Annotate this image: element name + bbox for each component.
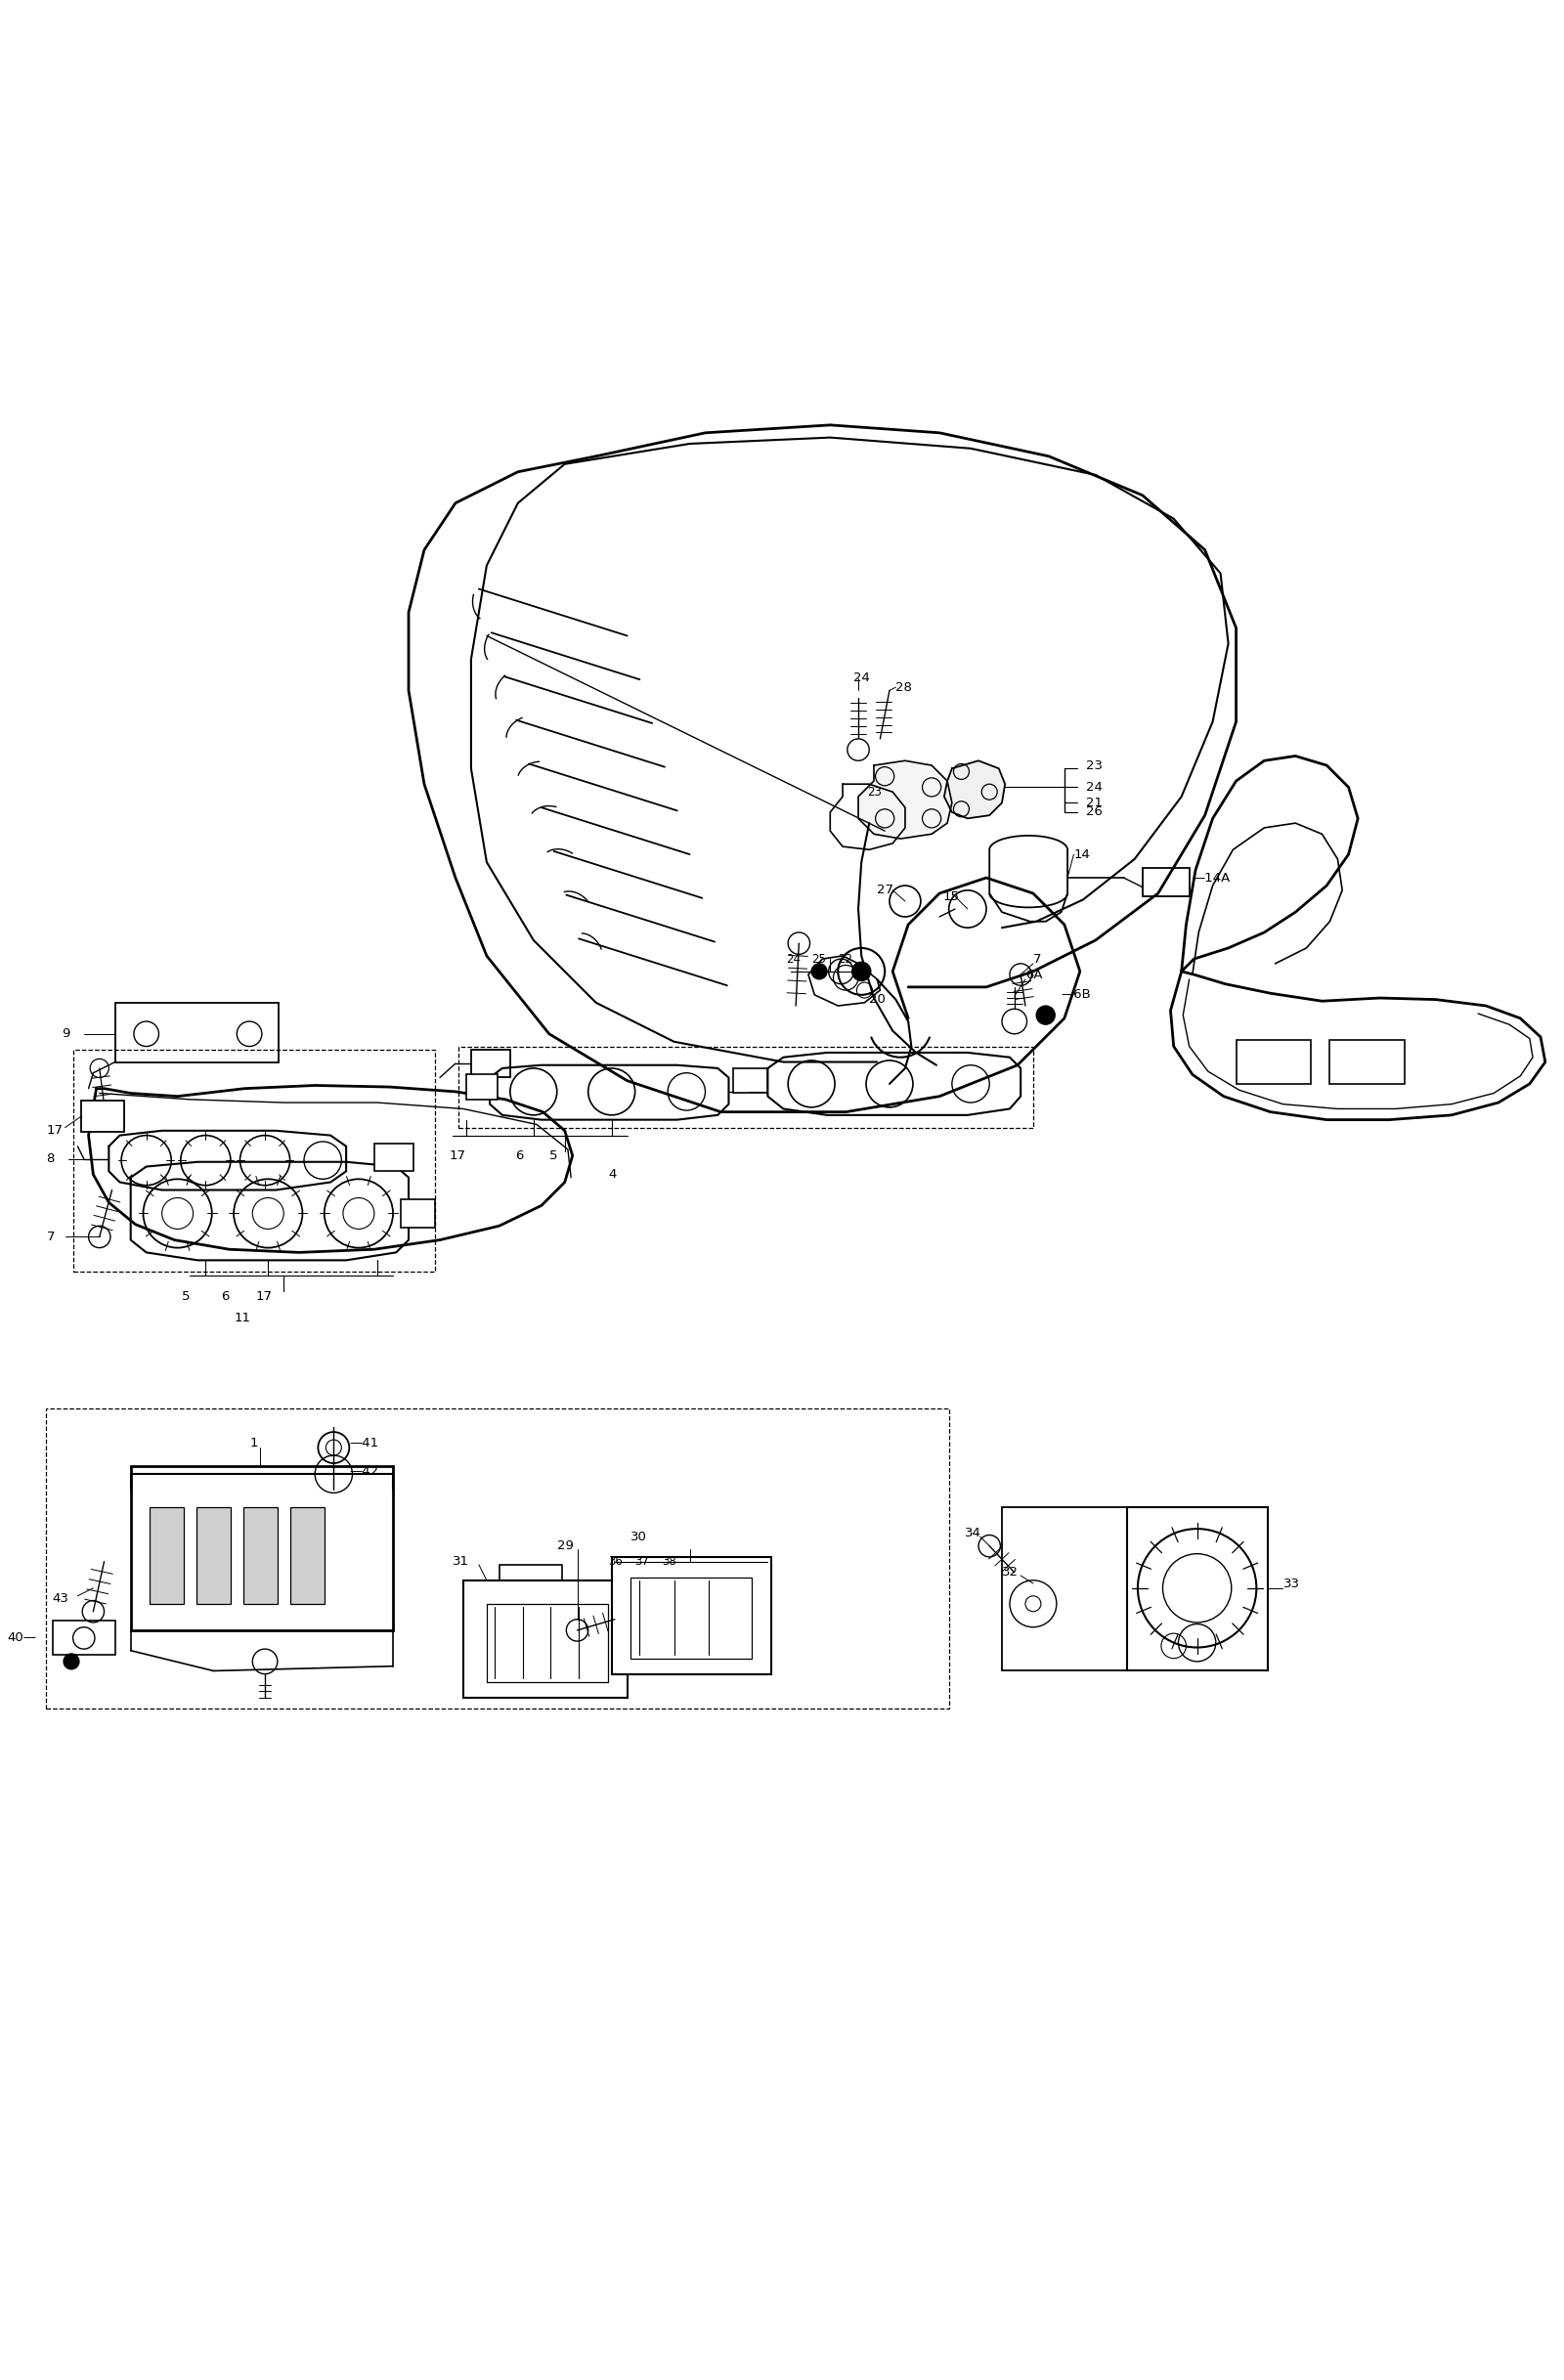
Text: 31: 31 bbox=[452, 1554, 469, 1568]
Text: 28: 28 bbox=[896, 681, 912, 693]
Text: 6: 6 bbox=[221, 1290, 230, 1302]
Text: 30: 30 bbox=[630, 1530, 647, 1542]
Text: 1: 1 bbox=[249, 1438, 258, 1449]
Bar bbox=[47, 1409, 949, 1709]
Bar bbox=[486, 1604, 608, 1683]
Bar bbox=[131, 1466, 393, 1630]
Text: 40—: 40— bbox=[8, 1633, 38, 1645]
Polygon shape bbox=[1181, 757, 1358, 971]
Text: 20: 20 bbox=[870, 992, 885, 1007]
Text: —41: —41 bbox=[349, 1438, 378, 1449]
Text: 43: 43 bbox=[53, 1592, 69, 1606]
Bar bbox=[463, 1580, 627, 1697]
Polygon shape bbox=[408, 426, 1236, 1111]
Text: 25: 25 bbox=[812, 952, 826, 966]
Bar bbox=[458, 1047, 1034, 1128]
Bar bbox=[74, 1050, 435, 1271]
Bar bbox=[289, 1507, 324, 1604]
Text: 15: 15 bbox=[943, 890, 959, 902]
Text: —14A: —14A bbox=[1192, 871, 1231, 883]
Bar bbox=[242, 1507, 277, 1604]
Text: 14: 14 bbox=[1074, 847, 1090, 862]
Text: 23: 23 bbox=[868, 785, 882, 797]
Text: 5: 5 bbox=[183, 1290, 191, 1302]
Bar bbox=[471, 1050, 510, 1078]
Text: 9: 9 bbox=[63, 1028, 70, 1040]
Text: 26: 26 bbox=[1087, 807, 1103, 819]
Polygon shape bbox=[768, 1052, 1021, 1116]
Text: —42: —42 bbox=[349, 1464, 378, 1478]
Bar bbox=[400, 1200, 435, 1228]
Text: 17: 17 bbox=[449, 1150, 466, 1161]
Bar bbox=[466, 1073, 497, 1100]
Bar bbox=[1003, 1507, 1170, 1671]
Bar bbox=[1142, 869, 1189, 897]
Polygon shape bbox=[859, 762, 952, 838]
Text: 27: 27 bbox=[877, 883, 893, 897]
Bar bbox=[196, 1507, 230, 1604]
Text: 4: 4 bbox=[608, 1169, 616, 1180]
Text: 38: 38 bbox=[662, 1554, 676, 1568]
Text: 8: 8 bbox=[47, 1152, 55, 1166]
Text: 32: 32 bbox=[1003, 1566, 1018, 1578]
Polygon shape bbox=[109, 1130, 346, 1190]
Text: 5: 5 bbox=[549, 1150, 557, 1161]
Bar bbox=[374, 1142, 413, 1171]
Bar bbox=[630, 1578, 752, 1659]
Text: 29: 29 bbox=[557, 1540, 574, 1552]
Text: 37: 37 bbox=[635, 1554, 649, 1568]
Text: 24: 24 bbox=[787, 952, 801, 966]
Text: 17: 17 bbox=[47, 1123, 63, 1138]
Text: 36: 36 bbox=[608, 1554, 622, 1568]
Bar bbox=[612, 1557, 771, 1673]
Polygon shape bbox=[490, 1066, 729, 1119]
Text: 24: 24 bbox=[854, 671, 870, 685]
Text: 21: 21 bbox=[1087, 797, 1103, 809]
Text: 6A: 6A bbox=[1026, 969, 1043, 981]
Text: 11: 11 bbox=[233, 1311, 250, 1323]
Circle shape bbox=[852, 962, 871, 981]
Bar bbox=[150, 1507, 185, 1604]
Bar bbox=[53, 1621, 116, 1654]
Text: 7: 7 bbox=[47, 1230, 55, 1242]
Circle shape bbox=[848, 738, 870, 762]
Text: 6: 6 bbox=[515, 1150, 522, 1161]
Polygon shape bbox=[89, 1085, 572, 1252]
Circle shape bbox=[812, 964, 827, 978]
Bar bbox=[116, 1002, 278, 1061]
Circle shape bbox=[64, 1654, 80, 1668]
Text: 24: 24 bbox=[1087, 781, 1103, 793]
Bar bbox=[1126, 1507, 1267, 1671]
Text: 33: 33 bbox=[1282, 1578, 1300, 1590]
Text: 17: 17 bbox=[255, 1290, 272, 1302]
Text: 22: 22 bbox=[838, 952, 852, 966]
Polygon shape bbox=[945, 762, 1006, 819]
Bar bbox=[1329, 1040, 1404, 1083]
Circle shape bbox=[1037, 1007, 1056, 1023]
Polygon shape bbox=[131, 1161, 408, 1261]
Text: —6B: —6B bbox=[1062, 988, 1092, 1002]
Polygon shape bbox=[1170, 971, 1545, 1119]
Bar bbox=[734, 1069, 768, 1092]
Bar bbox=[81, 1102, 125, 1133]
Text: 23: 23 bbox=[1087, 759, 1103, 771]
Text: 7: 7 bbox=[1034, 952, 1042, 966]
Bar bbox=[1236, 1040, 1311, 1083]
Text: 34: 34 bbox=[965, 1528, 981, 1540]
